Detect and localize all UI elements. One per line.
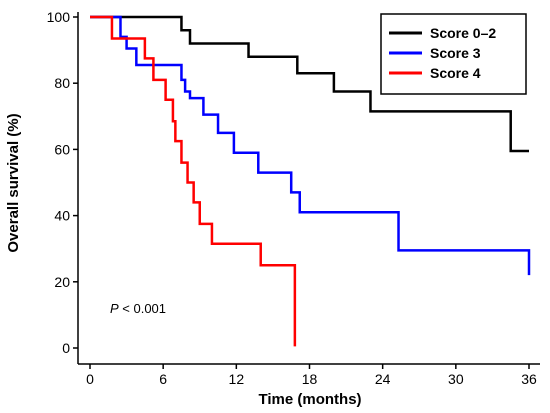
- legend-label-score-3: Score 3: [430, 45, 481, 61]
- series-line-score-0-2: [90, 15, 529, 153]
- x-tick-label: 30: [448, 371, 464, 387]
- x-tick-label: 18: [302, 371, 318, 387]
- x-axis-title: Time (months): [258, 391, 361, 408]
- legend-label-score-4: Score 4: [430, 65, 481, 81]
- y-tick-label: 20: [54, 274, 70, 290]
- x-tick-label: 36: [521, 371, 537, 387]
- y-tick-label: 0: [62, 340, 70, 356]
- series-layer: [90, 15, 531, 347]
- y-axis-title: Overall survival (%): [5, 113, 22, 252]
- y-tick-label: 100: [47, 9, 71, 25]
- x-tick-label: 12: [229, 371, 245, 387]
- y-tick-label: 60: [54, 141, 70, 157]
- p-value-annotation: P < 0.001: [110, 301, 166, 316]
- legend-label-score-0-2: Score 0–2: [430, 25, 496, 41]
- x-tick-label: 24: [375, 371, 391, 387]
- axes: 0 20 40 60 80 100 0 6 12 18 24 30 36: [47, 9, 540, 387]
- legend: Score 0–2 Score 3 Score 4: [380, 13, 527, 95]
- y-tick-label: 80: [54, 75, 70, 91]
- y-tick-label: 40: [54, 208, 70, 224]
- x-tick-label: 6: [159, 371, 167, 387]
- series-line-score-4: [90, 15, 297, 347]
- series-line-score-3: [90, 15, 531, 276]
- x-tick-label: 0: [86, 371, 94, 387]
